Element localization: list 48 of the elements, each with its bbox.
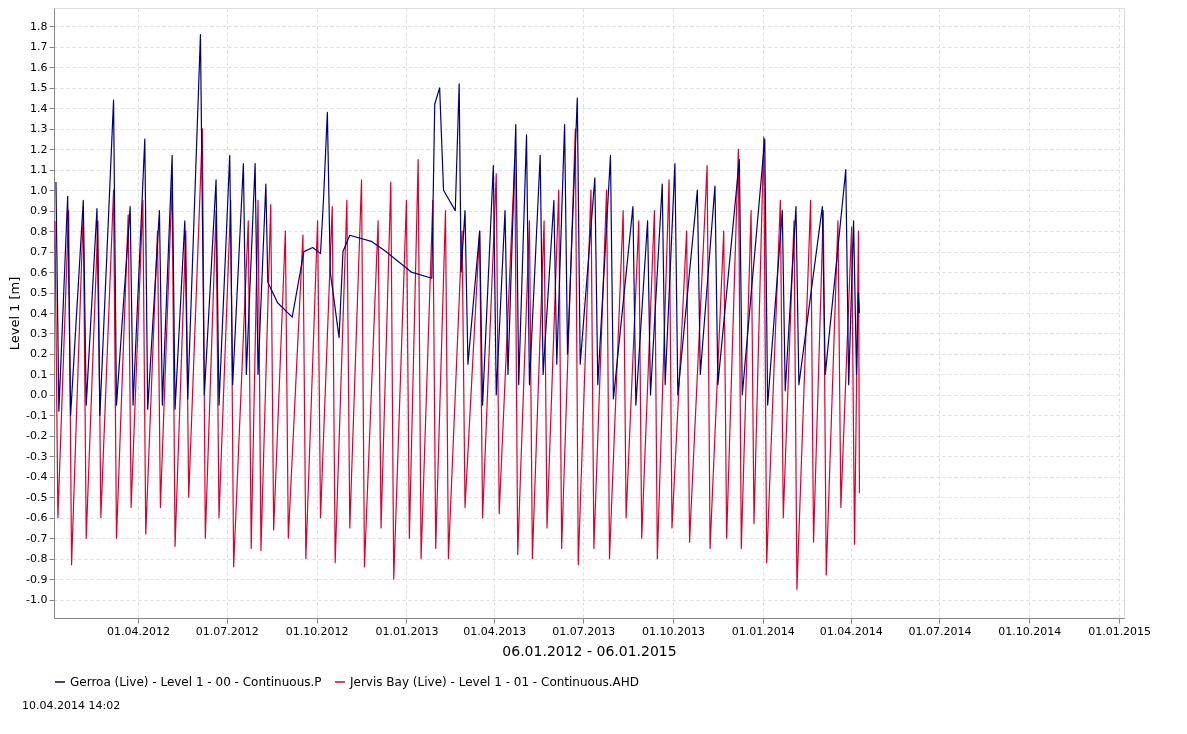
y-tick-label: -0.9 xyxy=(26,572,48,586)
y-tick-label: 1.7 xyxy=(30,40,48,54)
y-tick-label: -1.0 xyxy=(26,593,48,607)
x-tick-label: 01.07.2014 xyxy=(908,624,972,638)
y-tick-label: 1.2 xyxy=(30,142,48,156)
y-axis-title: Level 1 [m] xyxy=(7,276,23,351)
y-tick-label: 0.5 xyxy=(30,286,48,300)
y-tick-label: -0.8 xyxy=(26,552,48,566)
y-tick-label: -0.5 xyxy=(26,490,48,504)
y-tick-label: -0.3 xyxy=(26,449,48,463)
y-tick-label: 0.0 xyxy=(30,388,48,402)
y-tick-label: 1.1 xyxy=(30,163,48,177)
x-tick-label: 01.07.2013 xyxy=(552,624,616,638)
y-tick-label: -0.6 xyxy=(26,511,48,525)
y-tick-label: 0.4 xyxy=(30,306,48,320)
x-tick-label: 01.01.2015 xyxy=(1088,624,1152,638)
y-tick-label: 1.5 xyxy=(30,81,48,95)
x-tick-label: 01.04.2013 xyxy=(463,624,527,638)
y-tick-label: 1.6 xyxy=(30,60,48,74)
legend-label: Gerroa (Live) - Level 1 - 00 - Continuous.P xyxy=(70,675,322,689)
y-tick-label: 0.2 xyxy=(30,347,48,361)
text: 10.04.2014 14:02 xyxy=(22,699,121,712)
y-tick-label: -0.4 xyxy=(26,470,48,484)
y-tick-label: 1.0 xyxy=(30,183,48,197)
y-tick-label: 0.7 xyxy=(30,245,48,259)
y-tick-label: 0.3 xyxy=(30,326,48,340)
y-tick-label: 0.6 xyxy=(30,265,48,279)
y-tick-label: 1.3 xyxy=(30,122,48,136)
y-tick-label: 1.8 xyxy=(30,19,48,33)
y-tick-label: 0.1 xyxy=(30,367,48,381)
y-tick-label: -0.1 xyxy=(26,408,48,422)
x-axis-title: 06.01.2012 - 06.01.2015 xyxy=(502,642,677,659)
x-tick-label: 01.01.2013 xyxy=(375,624,439,638)
y-tick-label: 0.8 xyxy=(30,224,48,238)
y-tick-label: 1.4 xyxy=(30,101,48,115)
line-series xyxy=(55,34,861,416)
x-tick-label: 01.10.2012 xyxy=(285,624,349,638)
line-series xyxy=(54,128,861,590)
x-tick-label: 01.04.2014 xyxy=(819,624,883,638)
x-tick-label: 01.07.2012 xyxy=(195,624,259,638)
legend-label: Jervis Bay (Live) - Level 1 - 01 - Continuous.AHD xyxy=(349,675,640,689)
x-tick-label: 01.04.2012 xyxy=(106,624,170,638)
x-tick-label: 01.01.2014 xyxy=(731,624,795,638)
x-tick-label: 01.10.2013 xyxy=(641,624,705,638)
y-tick-label: -0.7 xyxy=(26,531,48,545)
y-tick-label: 0.9 xyxy=(30,204,48,218)
y-tick-label: -0.2 xyxy=(26,429,48,443)
x-tick-label: 01.10.2014 xyxy=(998,624,1062,638)
